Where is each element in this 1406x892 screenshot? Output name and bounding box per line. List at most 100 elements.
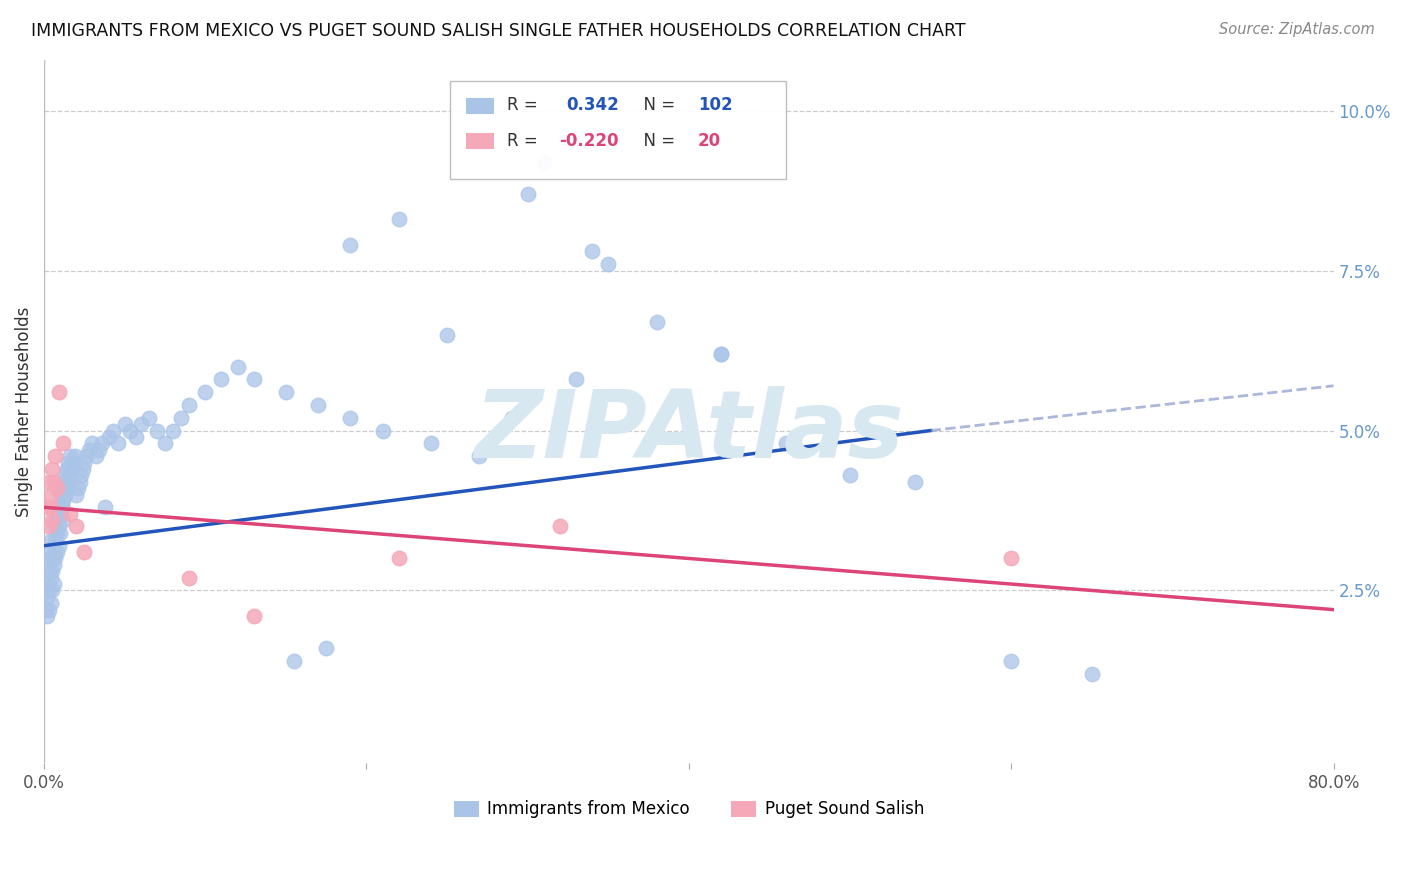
Point	[52, 436, 75, 450]
Point	[315, 640, 337, 655]
Point	[307, 398, 329, 412]
Y-axis label: Single Father Households: Single Father Households	[15, 306, 32, 516]
Point	[645, 315, 668, 329]
Point	[59, 449, 82, 463]
Point	[46, 481, 69, 495]
Point	[162, 424, 184, 438]
Text: R =: R =	[508, 96, 548, 114]
Point	[42, 475, 65, 489]
Bar	[465, 98, 494, 114]
Point	[73, 545, 96, 559]
Point	[242, 609, 264, 624]
Point	[41, 564, 63, 578]
Point	[82, 436, 104, 450]
Text: 0.342: 0.342	[567, 96, 619, 114]
Point	[41, 583, 63, 598]
Point	[118, 424, 141, 438]
Point	[501, 410, 523, 425]
Point	[49, 507, 72, 521]
Point	[51, 481, 73, 495]
Point	[53, 487, 76, 501]
Point	[37, 590, 59, 604]
Point	[598, 257, 620, 271]
Point	[468, 449, 491, 463]
Point	[65, 519, 87, 533]
Point	[388, 212, 411, 227]
Point	[94, 500, 117, 515]
Legend: Immigrants from Mexico, Puget Sound Salish: Immigrants from Mexico, Puget Sound Sali…	[447, 794, 931, 825]
Point	[70, 468, 93, 483]
Point	[533, 155, 555, 169]
Point	[1000, 654, 1022, 668]
Point	[60, 462, 83, 476]
Text: IMMIGRANTS FROM MEXICO VS PUGET SOUND SALISH SINGLE FATHER HOUSEHOLDS CORRELATIO: IMMIGRANTS FROM MEXICO VS PUGET SOUND SA…	[31, 22, 966, 40]
Point	[388, 551, 411, 566]
Text: N =: N =	[634, 96, 681, 114]
Point	[1000, 551, 1022, 566]
Point	[39, 500, 62, 515]
Point	[84, 449, 107, 463]
Point	[179, 398, 201, 412]
Point	[283, 654, 305, 668]
Point	[129, 417, 152, 432]
Point	[42, 577, 65, 591]
Point	[58, 456, 80, 470]
Point	[39, 596, 62, 610]
Point	[48, 385, 70, 400]
Point	[39, 571, 62, 585]
Text: N =: N =	[634, 131, 681, 150]
Point	[38, 583, 60, 598]
Point	[73, 456, 96, 470]
Point	[72, 462, 94, 476]
Point	[42, 558, 65, 572]
Point	[66, 481, 89, 495]
Point	[37, 500, 59, 515]
Point	[775, 436, 797, 450]
Point	[903, 475, 925, 489]
Point	[41, 533, 63, 547]
FancyBboxPatch shape	[450, 80, 786, 179]
Point	[48, 519, 70, 533]
Bar	[465, 134, 494, 149]
Text: R =: R =	[508, 131, 543, 150]
Point	[710, 347, 733, 361]
Point	[38, 519, 60, 533]
Point	[339, 410, 361, 425]
Point	[51, 500, 73, 515]
Point	[39, 487, 62, 501]
Point	[420, 436, 443, 450]
Text: -0.220: -0.220	[558, 131, 619, 150]
Point	[153, 436, 176, 450]
Point	[46, 525, 69, 540]
Point	[53, 468, 76, 483]
Point	[41, 551, 63, 566]
Text: Source: ZipAtlas.com: Source: ZipAtlas.com	[1219, 22, 1375, 37]
Point	[38, 564, 60, 578]
Point	[55, 481, 77, 495]
Point	[44, 449, 66, 463]
Point	[146, 424, 169, 438]
Point	[35, 602, 58, 616]
Point	[44, 513, 66, 527]
Point	[87, 442, 110, 457]
Text: 20: 20	[697, 131, 721, 150]
Point	[46, 545, 69, 559]
Text: ZIPAtlas: ZIPAtlas	[474, 386, 904, 478]
Point	[62, 456, 84, 470]
Point	[565, 372, 588, 386]
Point	[41, 462, 63, 476]
Point	[48, 500, 70, 515]
Point	[65, 487, 87, 501]
Point	[59, 468, 82, 483]
Point	[114, 417, 136, 432]
Point	[170, 410, 193, 425]
Point	[209, 372, 232, 386]
Point	[52, 494, 75, 508]
Point	[48, 539, 70, 553]
Point	[39, 545, 62, 559]
Point	[516, 186, 538, 201]
Point	[59, 507, 82, 521]
Point	[125, 430, 148, 444]
Point	[91, 436, 114, 450]
Point	[37, 577, 59, 591]
